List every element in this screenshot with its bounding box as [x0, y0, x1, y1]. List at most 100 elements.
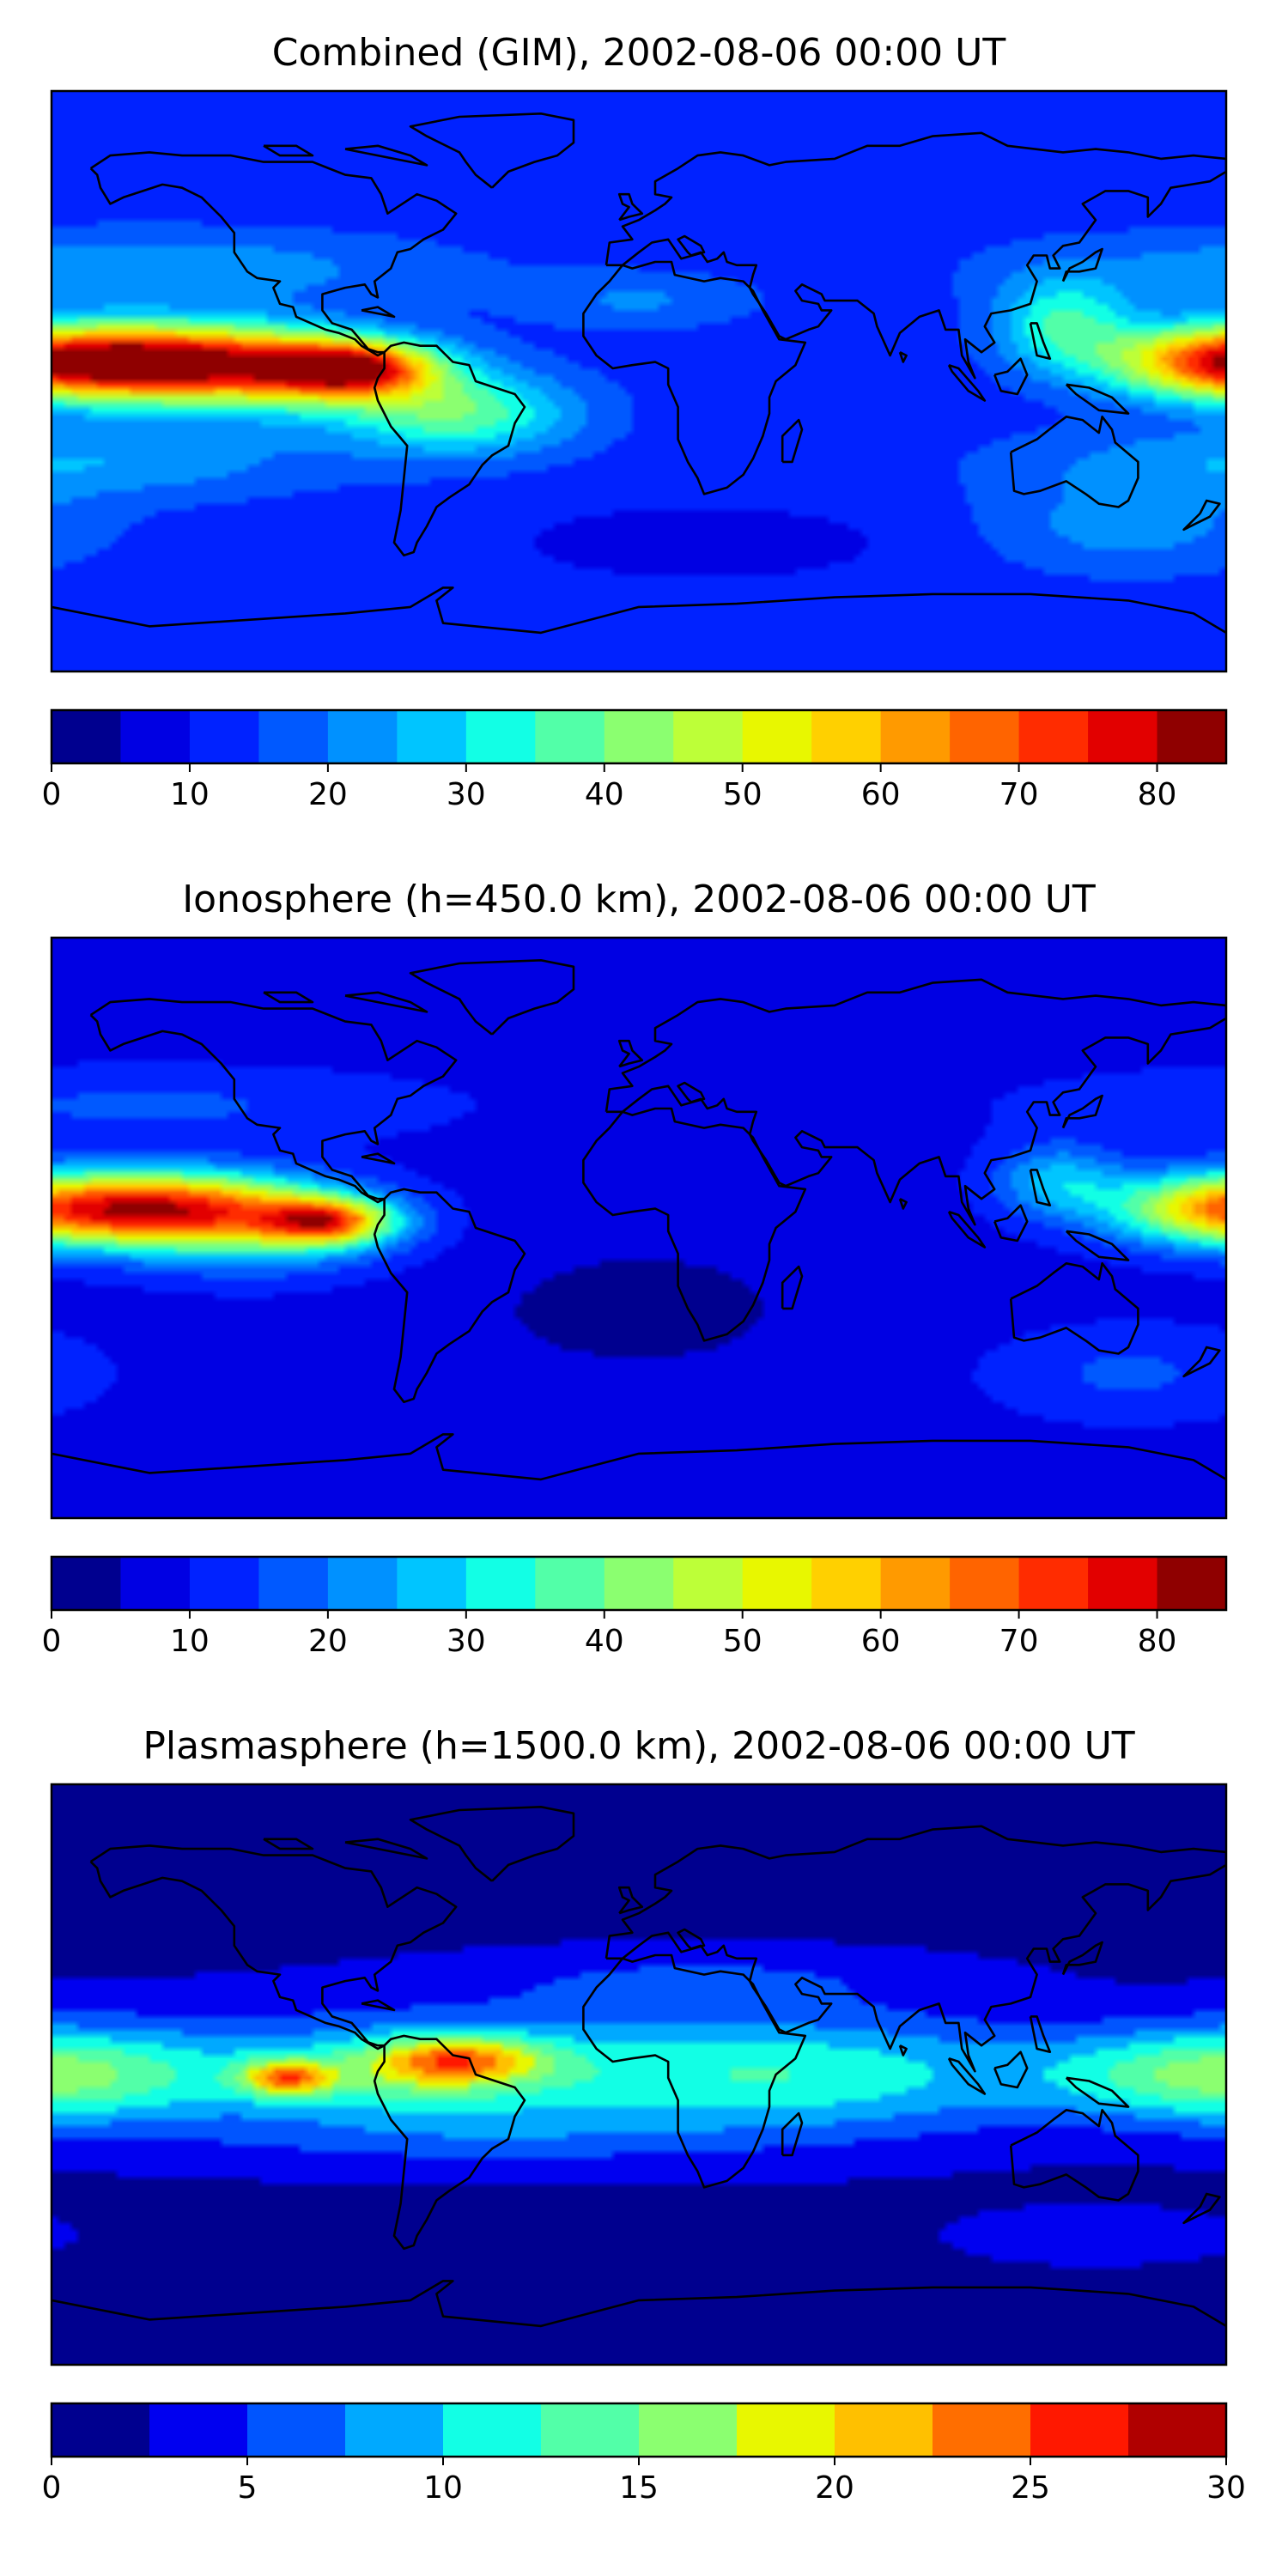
colorbar-segment: [52, 710, 122, 763]
coastline: [898, 2044, 908, 2057]
coastline: [1029, 322, 1052, 360]
coastline: [1029, 2015, 1052, 2053]
coastline: [1065, 383, 1130, 415]
colorbar-tick-label: 30: [1206, 2470, 1246, 2506]
colorbar-segment: [1018, 1557, 1089, 1610]
coastline: [361, 306, 396, 319]
coastline: [344, 144, 428, 167]
coastline: [993, 2050, 1029, 2089]
colorbar-segment: [933, 2403, 1031, 2457]
colorbar-tick-label: 10: [170, 777, 210, 812]
colorbar-segment: [52, 2403, 150, 2457]
coastline: [617, 1886, 644, 1915]
contour-field: [52, 938, 1226, 1518]
coastline: [947, 1210, 987, 1249]
coastline: [409, 112, 575, 189]
colorbar-segment: [811, 710, 882, 763]
coastline: [1065, 1230, 1130, 1261]
coastline: [89, 151, 458, 357]
coastline: [1061, 247, 1103, 283]
map-frame: [50, 936, 1228, 1520]
colorbar-segment: [604, 710, 674, 763]
coastline: [263, 991, 314, 1004]
coastline: [361, 1152, 396, 1165]
colorbar-tick-label: 50: [723, 1624, 762, 1659]
coastline: [1182, 499, 1221, 532]
coastline: [582, 1953, 807, 2189]
coastline: [52, 2280, 1226, 2328]
colorbar-tick-label: 0: [42, 1624, 62, 1659]
coastline: [344, 1838, 428, 1860]
coastlines: [52, 959, 1226, 1481]
map-panel: Ionosphere (h=450.0 km), 2002-08-06 00:0…: [42, 878, 1228, 1659]
colorbar-segment: [465, 1557, 536, 1610]
colorbar-tick-label: 50: [723, 777, 762, 812]
coastline: [52, 586, 1226, 635]
coastline: [993, 1204, 1029, 1242]
colorbar-tick-label: 60: [861, 777, 901, 812]
coastline: [1065, 2076, 1130, 2108]
colorbar-segment: [258, 710, 329, 763]
coastline: [781, 1265, 804, 1310]
coastline: [1029, 1169, 1052, 1206]
coastline: [781, 418, 804, 464]
colorbar-frame: [50, 708, 1228, 765]
coastline: [582, 1107, 807, 1342]
coastline: [373, 341, 526, 557]
coastline: [617, 192, 644, 222]
colorbar-tick-label: 60: [861, 1624, 901, 1659]
colorbar-segment: [880, 1557, 951, 1610]
colorbar-tick-label: 40: [585, 1624, 624, 1659]
panel-title: Plasmasphere (h=1500.0 km), 2002-08-06 0…: [143, 1724, 1134, 1768]
colorbar-tick-label: 5: [238, 2470, 258, 2506]
colorbar-segment: [149, 2403, 248, 2457]
colorbar-segment: [1088, 710, 1158, 763]
colorbar-segment: [1157, 1557, 1227, 1610]
colorbar-segment: [880, 710, 951, 763]
colorbar-segment: [1157, 710, 1227, 763]
coastline: [344, 991, 428, 1013]
colorbar-tick-label: 40: [585, 777, 624, 812]
coastline: [617, 1039, 644, 1068]
map-panel: Combined (GIM), 2002-08-06 00:00 UT 0 10 20…: [42, 31, 1228, 812]
coastline: [947, 363, 987, 402]
coastline: [373, 2034, 526, 2251]
colorbar-segment: [673, 710, 744, 763]
coastlines: [52, 1806, 1226, 2328]
colorbar-segment: [120, 710, 191, 763]
colorbar-tick-label: 30: [447, 1624, 486, 1659]
colorbar-segment: [247, 2403, 346, 2457]
coastline: [89, 998, 458, 1204]
coastline: [1182, 1346, 1221, 1378]
coastline: [1061, 1941, 1103, 1976]
coastline: [263, 144, 314, 157]
coastline: [1182, 2192, 1221, 2225]
colorbar-segment: [541, 2403, 640, 2457]
map-panel: Plasmasphere (h=1500.0 km), 2002-08-06 0…: [42, 1724, 1246, 2506]
colorbar-segment: [443, 2403, 542, 2457]
coastline: [947, 2057, 987, 2095]
coastline: [373, 1188, 526, 1404]
panel-title: Combined (GIM), 2002-08-06 00:00 UT: [272, 31, 1006, 75]
colorbar-segment: [52, 1557, 122, 1610]
coastline: [361, 1999, 396, 2012]
colorbar-segment: [835, 2403, 933, 2457]
colorbar-tick-label: 70: [999, 777, 1039, 812]
colorbar-segment: [535, 1557, 605, 1610]
colorbar-segment: [950, 710, 1020, 763]
colorbar-tick-label: 0: [42, 2470, 62, 2506]
coastline: [898, 1198, 908, 1210]
colorbar-segment: [465, 710, 536, 763]
coastline: [993, 357, 1029, 396]
coastline: [1009, 2109, 1139, 2202]
map-frame: [50, 89, 1228, 673]
colorbar-tick-label: 30: [447, 777, 486, 812]
colorbar-segment: [327, 710, 398, 763]
colorbar-segment: [189, 1557, 260, 1610]
colorbar-frame: [50, 1555, 1228, 1612]
colorbar-tick-label: 20: [308, 777, 348, 812]
colorbar-segment: [258, 1557, 329, 1610]
colorbar-segment: [327, 1557, 398, 1610]
coastline: [898, 351, 908, 363]
